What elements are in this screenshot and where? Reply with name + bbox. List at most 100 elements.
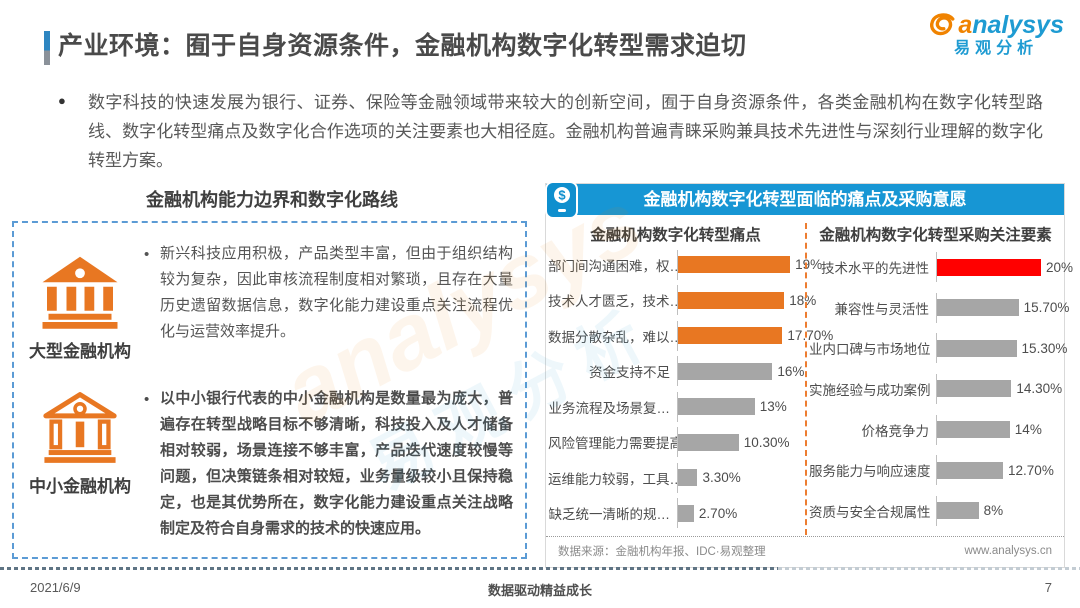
intro-text: 数字科技的快速发展为银行、证券、保险等金融领域带来较大的创新空间，囿于自身资源条… [88, 93, 1043, 170]
chart-value-label: 14% [1014, 422, 1042, 438]
chart-category-label: 运维能力较弱，工具… [548, 471, 677, 487]
chart-row: 实施经验与成功案例 14.30% [809, 373, 1063, 404]
chart-row: 风险管理能力需要提高 10.30% [548, 427, 803, 458]
chart-row: 部门间沟通困难，权… 19% [548, 249, 822, 280]
chart-bar-track: 20% [936, 252, 1074, 283]
chart-bar [678, 469, 698, 487]
small-institution-row: 中小金融机构 • 以中小银行代表的中小金融机构是数量最为庞大，普遍存在转型战略目… [16, 386, 519, 542]
chart-value-label: 13% [759, 399, 787, 415]
chart-category-label: 资金支持不足 [589, 365, 670, 381]
chart-row: 业内口碑与市场地位 15.30% [809, 333, 1067, 364]
left-panel-title: 金融机构能力边界和数字化路线 [146, 190, 398, 210]
chart-title: 金融机构数字化转型痛点 [590, 227, 761, 244]
data-source-note: 数据来源：金融机构年报、IDC·易观整理 [558, 546, 766, 558]
charts-area: 金融机构数字化转型痛点 部门间沟通困难，权… 19% 技术人才匮乏，技术… 18% 数据… [546, 223, 1073, 535]
chart-bar [678, 362, 773, 380]
website-link[interactable]: www.analysys.cn [964, 545, 1052, 557]
chart-bar-track: 19% [677, 249, 823, 280]
chart-value-label: 12.70% [1008, 462, 1054, 478]
large-institution-text: • 新兴科技应用积极，产品类型丰富，但由于组织结构较为复杂，因此审核流程制度相对… [144, 241, 519, 345]
title-accent-bar [44, 31, 50, 65]
chart-row: 运维能力较弱，工具… 3.30% [548, 462, 803, 493]
chart-bar-track: 8% [936, 495, 1062, 526]
bank-solid-icon [42, 256, 118, 329]
mobile-payment-icon: $ [545, 181, 578, 219]
chart-value-label: 14.30% [1016, 381, 1063, 397]
chart-bar [937, 258, 1041, 276]
bullet-dot-icon: • [144, 246, 150, 263]
chart-value-label: 15.30% [1021, 340, 1068, 356]
chart-category-label: 实施经验与成功案例 [809, 382, 931, 398]
chart-category-label: 技术人才匮乏，技术… [548, 294, 677, 310]
pain-points-panel: $ 金融机构数字化转型面临的痛点及采购意愿 金融机构数字化转型痛点 部门间沟通困… [545, 181, 1073, 568]
chart-category-label: 资质与安全合规属性 [809, 504, 931, 520]
chart-bar [678, 398, 755, 416]
bank-outline-icon [43, 392, 117, 463]
chart-row: 服务能力与响应速度 12.70% [809, 455, 1062, 486]
large-institution-label: 大型金融机构 [29, 342, 131, 361]
footer-page-number: 7 [1044, 580, 1052, 595]
chart-row: 兼容性与灵活性 15.70% [809, 292, 1069, 323]
analysys-logo: analysys 易观分析 [928, 12, 1064, 57]
bullet-dot-icon: • [144, 391, 150, 408]
chart-bar-track: 15.70% [936, 292, 1070, 323]
chart-bar-track: 15.30% [936, 333, 1068, 364]
chart-category-label: 服务能力与响应速度 [809, 464, 931, 480]
chart-value-label: 15.70% [1023, 300, 1070, 316]
chart-bar-track: 10.30% [677, 427, 803, 458]
chart-bar-track: 14.30% [936, 373, 1063, 404]
chart-bar [937, 502, 979, 520]
chart-value-label: 20% [1046, 259, 1074, 275]
chart-bar [937, 299, 1019, 317]
chart-bar [678, 327, 783, 345]
chart-row: 技术水平的先进性 20% [809, 252, 1073, 283]
bullet-dot-icon: ● [58, 93, 66, 108]
chart-row: 价格竞争力 14% [809, 414, 1062, 445]
chart-row: 缺乏统一清晰的规… 2.70% [548, 498, 803, 529]
capability-panel: 大型金融机构 • 新兴科技应用积极，产品类型丰富，但由于组织结构较为复杂，因此审… [12, 221, 527, 559]
chart-value-label: 10.30% [743, 434, 790, 450]
footer-date: 2021/6/9 [30, 580, 81, 595]
small-institution-label: 中小金融机构 [29, 477, 131, 496]
chart-category-label: 技术水平的先进性 [821, 261, 929, 277]
chart-bar-track: 3.30% [677, 462, 803, 493]
source-row: 数据来源：金融机构年报、IDC·易观整理 www.analysys.cn [546, 536, 1064, 567]
logo-swirl-icon [930, 13, 955, 36]
small-institution-text: • 以中小银行代表的中小金融机构是数量最为庞大，普遍存在转型战略目标不够清晰，科… [144, 386, 519, 542]
chart-row: 业务流程及场景复… 13% [548, 391, 803, 422]
footer: 2021/6/9 数据驱动精益成长 7 [0, 576, 1080, 606]
chart-bar-track: 12.70% [936, 455, 1062, 486]
chart-category-label: 业务流程及场景复… [548, 400, 671, 416]
chart-value-label: 17.70% [787, 328, 834, 344]
footer-divider [0, 567, 1080, 570]
chart-value-label: 19% [795, 257, 823, 273]
chart-bar-track: 2.70% [677, 498, 803, 529]
chart-category-label: 兼容性与灵活性 [834, 301, 930, 317]
chart-row: 资金支持不足 16% [548, 356, 805, 387]
logo-brand-cn: 易观分析 [954, 40, 1039, 57]
chart-bar [678, 504, 694, 522]
chart-value-label: 18% [789, 292, 817, 308]
chart-bar [678, 256, 791, 274]
chart-value-label: 16% [777, 363, 805, 379]
footer-slogan: 数据驱动精益成长 [487, 583, 592, 598]
panel-banner-title: 金融机构数字化转型面临的痛点及采购意愿 [643, 190, 967, 209]
chart-bar-track: 18% [677, 285, 817, 316]
chart-bar [937, 421, 1010, 439]
intro-paragraph: ● 数字科技的快速发展为银行、证券、保险等金融领域带来较大的创新空间，囿于自身资… [58, 88, 1043, 175]
logo-brand-text: analysys [958, 11, 1064, 39]
page-title: 产业环境：囿于自身资源条件，金融机构数字化转型需求迫切 [58, 32, 747, 60]
chart-row: 数据分散杂乱，难以… 17.70% [548, 320, 833, 351]
chart-value-label: 3.30% [702, 470, 741, 486]
chart-bar-track: 13% [677, 391, 803, 422]
chart-row: 资质与安全合规属性 8% [809, 495, 1062, 526]
chart-bar [678, 433, 739, 451]
chart-bar [678, 291, 785, 309]
chart-bar-track: 17.70% [677, 320, 834, 351]
purchase-factors-chart: 金融机构数字化转型采购关注要素 技术水平的先进性 20% 兼容性与灵活性 15.70%… [805, 223, 1073, 535]
chart-title: 金融机构数字化转型采购关注要素 [819, 227, 1052, 244]
panel-banner: $ 金融机构数字化转型面临的痛点及采购意愿 [545, 181, 1064, 219]
large-institution-row: 大型金融机构 • 新兴科技应用积极，产品类型丰富，但由于组织结构较为复杂，因此审… [16, 241, 519, 362]
chart-category-label: 业内口碑与市场地位 [809, 342, 931, 358]
